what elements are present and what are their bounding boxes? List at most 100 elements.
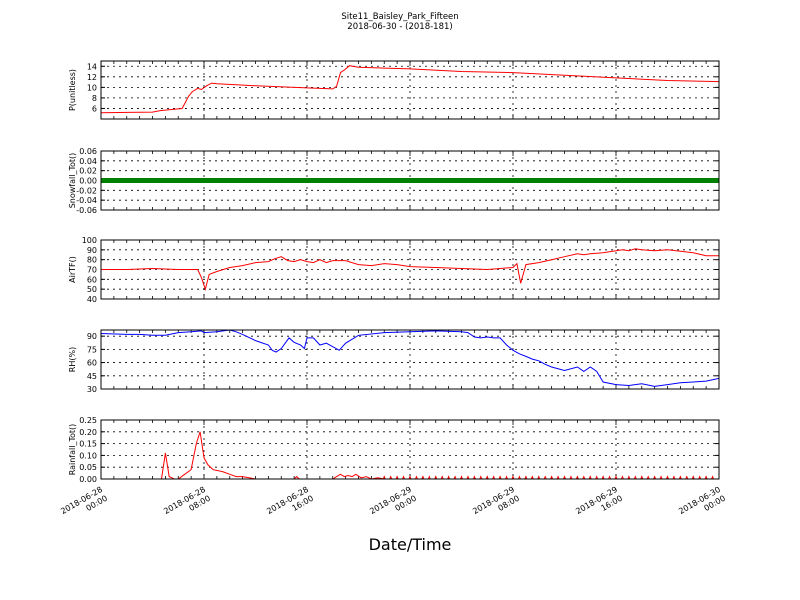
y-tick-label: 0.25 bbox=[79, 416, 97, 425]
rain-spike bbox=[653, 475, 657, 479]
rain-spike bbox=[517, 475, 521, 479]
y-tick-label: 0.06 bbox=[79, 147, 97, 156]
chart-title: Site11_Baisley_Park_Fifteen bbox=[341, 12, 458, 22]
rain-spike bbox=[479, 475, 483, 479]
rain-spike bbox=[434, 475, 438, 479]
rain-spike bbox=[485, 475, 489, 479]
y-tick-label: 30 bbox=[87, 385, 97, 394]
rain-spike bbox=[640, 475, 644, 479]
axes-frame bbox=[100, 329, 720, 390]
y-tick-label: 14 bbox=[87, 62, 97, 71]
y-tick-label: 60 bbox=[87, 359, 97, 368]
rain-spike bbox=[530, 475, 534, 479]
rain-spike bbox=[595, 475, 599, 479]
rain-spike bbox=[691, 475, 695, 479]
y-tick-label: 40 bbox=[87, 295, 97, 304]
rain-spike bbox=[466, 475, 470, 479]
rain-spike bbox=[402, 475, 406, 479]
rain-spike bbox=[582, 475, 586, 479]
rain-spike bbox=[382, 475, 386, 479]
y-tick-label: 12 bbox=[87, 73, 97, 82]
y-axis-label: P(unitless) bbox=[68, 69, 77, 111]
rain-spike bbox=[666, 475, 669, 479]
rain-spike bbox=[614, 475, 618, 479]
rain-spike bbox=[492, 475, 496, 479]
y-tick-label: 0.05 bbox=[79, 463, 97, 472]
y-tick-label: 0.10 bbox=[79, 451, 97, 460]
rain-spike bbox=[395, 475, 399, 479]
x-tick-label: 2018-06-2900:00 bbox=[368, 485, 418, 525]
chart-subtitle: 2018-06-30 - (2018-181) bbox=[347, 22, 452, 32]
rain-spike bbox=[447, 475, 451, 479]
series-line-1 bbox=[101, 248, 719, 291]
y-tick-label: 6 bbox=[92, 104, 97, 113]
rain-spike bbox=[550, 475, 554, 479]
rain-spike bbox=[537, 475, 541, 479]
panels-group: 68101214P(unitless)-0.06-0.04-0.020.000.… bbox=[68, 60, 720, 484]
x-tick-label: 2018-06-2808:00 bbox=[162, 485, 212, 525]
rain-spike bbox=[414, 475, 418, 479]
rain-spike bbox=[472, 475, 476, 479]
rain-spike bbox=[421, 475, 425, 479]
rain-spike bbox=[685, 475, 689, 479]
rainfall-spikes bbox=[382, 475, 715, 479]
y-tick-label: 50 bbox=[87, 285, 97, 294]
rain-spike bbox=[427, 475, 431, 479]
y-tick-label: 8 bbox=[92, 94, 97, 103]
y-tick-label: 70 bbox=[87, 266, 97, 275]
plot-area bbox=[101, 420, 719, 479]
y-tick-label: 80 bbox=[87, 256, 97, 265]
rain-spike bbox=[601, 475, 605, 479]
y-tick-label: 100 bbox=[82, 236, 97, 245]
y-axis-label: AirTF() bbox=[68, 256, 77, 283]
rain-spike bbox=[678, 475, 682, 479]
y-tick-label: 45 bbox=[87, 372, 97, 381]
rain-spike bbox=[698, 475, 702, 479]
rain-spike bbox=[543, 475, 547, 479]
rain-spike bbox=[389, 475, 393, 479]
rain-spike bbox=[620, 475, 624, 479]
y-tick-label: 0.20 bbox=[79, 428, 97, 437]
x-tick-label: 2018-06-2916:00 bbox=[574, 485, 624, 525]
y-tick-label: 10 bbox=[87, 83, 97, 92]
axes-frame bbox=[100, 239, 720, 300]
rain-spike bbox=[704, 475, 708, 479]
y-tick-label: 0.02 bbox=[79, 167, 97, 176]
rain-spike bbox=[672, 475, 676, 479]
y-tick-label: 90 bbox=[87, 332, 97, 341]
rain-spike bbox=[524, 475, 528, 479]
rain-spike bbox=[505, 475, 509, 479]
x-tick-label: 2018-06-2800:00 bbox=[59, 485, 109, 525]
rain-spike bbox=[556, 475, 560, 479]
axes-frame bbox=[100, 419, 720, 480]
series-line-1 bbox=[101, 431, 719, 479]
rain-spike bbox=[608, 475, 612, 479]
y-tick-label: 0.04 bbox=[79, 157, 97, 166]
series-line-1 bbox=[101, 65, 719, 114]
y-axis-label: RH(%) bbox=[68, 347, 77, 372]
panel-4: 30 45 60 75 90 RH(%) bbox=[68, 329, 720, 394]
x-axis-ticks: 2018-06-2800:00 2018-06-2808:00 2018-06-28… bbox=[59, 485, 727, 525]
y-axis-label: Rainfall_Tot() bbox=[68, 424, 77, 476]
y-tick-label: 60 bbox=[87, 275, 97, 284]
rain-spike bbox=[511, 475, 515, 479]
axes-frame bbox=[100, 60, 720, 120]
y-tick-label: -0.04 bbox=[76, 196, 97, 205]
plot-area bbox=[101, 330, 719, 389]
y-tick-label: 0.00 bbox=[79, 177, 97, 186]
rain-spike bbox=[440, 475, 444, 479]
y-axis-label: Snowfall_Tot() bbox=[68, 153, 77, 209]
rain-spike bbox=[498, 475, 502, 479]
y-tick-label: 90 bbox=[87, 246, 97, 255]
x-tick-label: 2018-06-2908:00 bbox=[471, 485, 521, 525]
x-axis-label: Date/Time bbox=[369, 535, 452, 554]
x-tick-label: 2018-06-3000:00 bbox=[677, 485, 727, 525]
rain-spike bbox=[646, 475, 650, 479]
x-tick-label: 2018-06-2816:00 bbox=[265, 485, 315, 525]
rain-spike bbox=[711, 475, 715, 479]
panel-2: -0.06-0.04-0.020.000.020.040.06Snowfall_… bbox=[68, 147, 720, 215]
y-tick-label: 75 bbox=[87, 345, 97, 354]
